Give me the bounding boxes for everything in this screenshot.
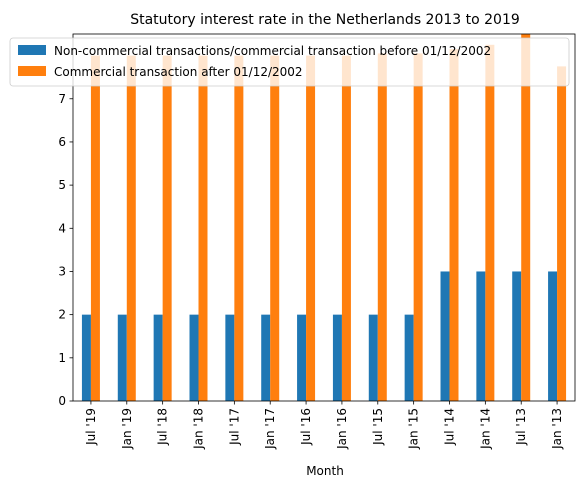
legend-box: [9, 37, 570, 87]
bar-commercial-9: [413, 53, 423, 401]
x-tick-label: Jul '19: [84, 408, 98, 446]
bar-commercial-4: [234, 55, 244, 402]
x-tick-label: Jul '16: [299, 408, 313, 446]
legend-label: Commercial transaction after 01/12/2002: [54, 65, 303, 79]
x-tick-label: Jan '19: [120, 408, 134, 450]
bar-non-commercial-0: [81, 314, 91, 401]
bar-commercial-1: [126, 55, 136, 402]
bar-non-commercial-7: [332, 314, 342, 401]
bar-commercial-0: [90, 55, 100, 402]
x-tick-label: Jul '18: [156, 408, 170, 446]
bar-commercial-8: [377, 53, 387, 401]
bar-commercial-6: [306, 55, 316, 402]
bar-non-commercial-6: [297, 314, 307, 401]
bar-commercial-5: [270, 55, 280, 402]
y-tick-label: 7: [58, 92, 66, 106]
x-tick-label: Jan '17: [263, 408, 277, 450]
x-axis-label: Month: [306, 464, 344, 478]
legend: Non-commercial transactions/commercial t…: [9, 37, 570, 87]
x-tick-label: Jul '15: [371, 408, 385, 446]
x-tick-label: Jan '14: [478, 408, 492, 450]
y-tick-label: 6: [58, 135, 66, 149]
bar-non-commercial-9: [404, 314, 414, 401]
bar-non-commercial-4: [225, 314, 235, 401]
y-tick-label: 4: [58, 221, 66, 235]
x-axis: Jul '19 Jan '19 Jul '18 Jan '18 Jul '17 Jan '…: [84, 401, 564, 450]
axes-frame: [72, 33, 576, 402]
bar-commercial-7: [341, 55, 351, 402]
bar-non-commercial-8: [368, 314, 378, 401]
bar-non-commercial-2: [153, 314, 163, 401]
legend-swatch: [18, 45, 46, 55]
bar-non-commercial-13: [548, 271, 558, 401]
bar-non-commercial-11: [476, 271, 486, 401]
x-tick-label: Jan '13: [550, 408, 564, 450]
x-tick-label: Jul '13: [514, 408, 528, 446]
bar-commercial-10: [449, 49, 459, 402]
bar-commercial-13: [557, 66, 567, 401]
x-tick-label: Jan '16: [335, 408, 349, 450]
bar-commercial-11: [485, 44, 495, 401]
x-tick-label: Jan '15: [407, 408, 421, 450]
chart-title: Statutory interest rate in the Netherlan…: [130, 12, 520, 28]
bar-non-commercial-10: [440, 271, 450, 401]
y-tick-label: 1: [58, 351, 66, 365]
y-tick-label: 3: [58, 264, 66, 278]
bar-non-commercial-5: [261, 314, 271, 401]
x-tick-label: Jul '17: [227, 408, 241, 446]
bar-non-commercial-3: [189, 314, 199, 401]
legend-label: Non-commercial transactions/commercial t…: [54, 44, 491, 58]
y-tick-label: 2: [58, 308, 66, 322]
bar-commercial-2: [162, 55, 172, 402]
y-tick-label: 0: [58, 394, 66, 408]
y-axis: 0 1 2 3 4 5 6 7: [58, 92, 73, 408]
bar-commercial-12: [521, 34, 531, 401]
bar-commercial-3: [198, 55, 208, 402]
x-tick-label: Jan '18: [192, 408, 206, 450]
bar-non-commercial-1: [117, 314, 127, 401]
bar-non-commercial-12: [512, 271, 522, 401]
y-tick-label: 5: [58, 178, 66, 192]
x-tick-label: Jul '14: [443, 408, 457, 446]
bars-layer: [81, 34, 567, 402]
legend-swatch: [18, 66, 46, 76]
